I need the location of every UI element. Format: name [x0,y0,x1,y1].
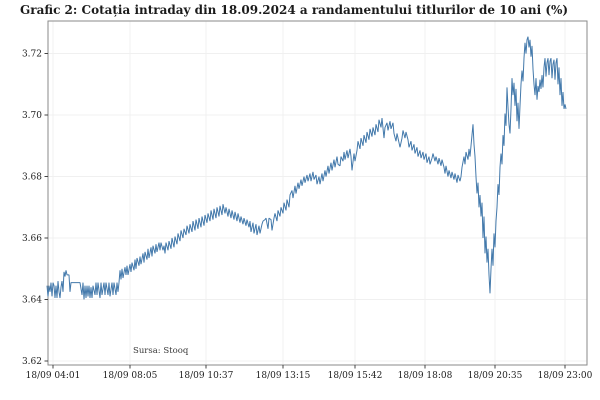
y-tick-label: 3.66 [22,234,42,244]
x-tick-label: 18/09 20:35 [468,371,523,381]
x-tick-label: 18/09 23:00 [538,371,593,381]
source-label: Sursa: Stooq [133,346,189,356]
y-tick-label: 3.70 [22,111,42,121]
x-tick-label: 18/09 18:08 [398,371,453,381]
x-tick-label: 18/09 08:05 [103,371,158,381]
plot-border [47,20,588,366]
y-tick-label: 3.64 [22,296,42,306]
x-tick-label: 18/09 13:15 [256,371,311,381]
yield-line [46,36,567,300]
chart-title: Grafic 2: Cotația intraday din 18.09.202… [20,3,569,17]
y-tick-label: 3.62 [22,357,42,367]
y-tick-label: 3.68 [22,173,42,183]
x-tick-label: 18/09 10:37 [179,371,234,381]
x-tick-label: 18/09 04:01 [26,371,81,381]
x-tick-label: 18/09 15:42 [328,371,383,381]
y-tick-label: 3.72 [22,50,42,60]
